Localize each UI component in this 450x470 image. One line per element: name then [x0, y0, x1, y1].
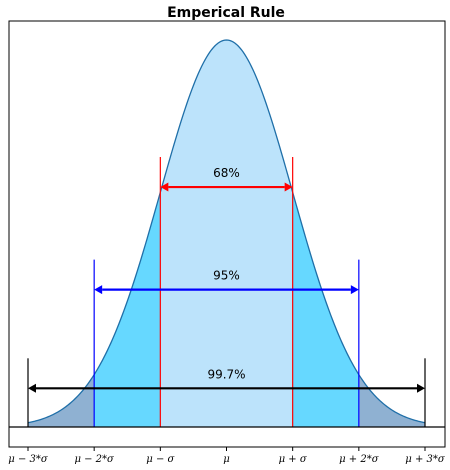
interval-arrowhead-left-1 [94, 285, 103, 295]
region-2 [160, 40, 293, 427]
interval-arrowhead-left-0 [160, 182, 169, 192]
tick-label-2: μ − σ [146, 454, 175, 465]
interval-arrowhead-right-2 [417, 383, 425, 393]
interval-label-2: 99.7% [207, 367, 245, 381]
tick-label-5: μ + 2*σ [339, 454, 380, 465]
tick-label-6: μ + 3*σ [405, 454, 446, 465]
interval-markers: 68% 95% 99.7% [27, 157, 426, 427]
tick-label-1: μ − 2*σ [74, 454, 115, 465]
region-0 [28, 374, 95, 427]
x-axis-ticks: μ − 3*σ μ − 2*σ μ − σ μ μ + σ μ + 2*σ μ + 3*σ [8, 447, 446, 465]
interval-label-1: 95% [213, 269, 240, 283]
interval-label-0: 68% [213, 166, 240, 180]
tick-label-3: μ [223, 454, 230, 465]
chart-title: Emperical Rule [167, 5, 285, 21]
interval-arrowhead-left-2 [28, 383, 36, 393]
interval-arrowhead-right-0 [284, 182, 293, 192]
region-4 [358, 374, 425, 427]
interval-arrowhead-right-1 [350, 285, 359, 295]
tick-label-4: μ + σ [279, 454, 308, 465]
tick-label-0: μ − 3*σ [8, 454, 49, 465]
